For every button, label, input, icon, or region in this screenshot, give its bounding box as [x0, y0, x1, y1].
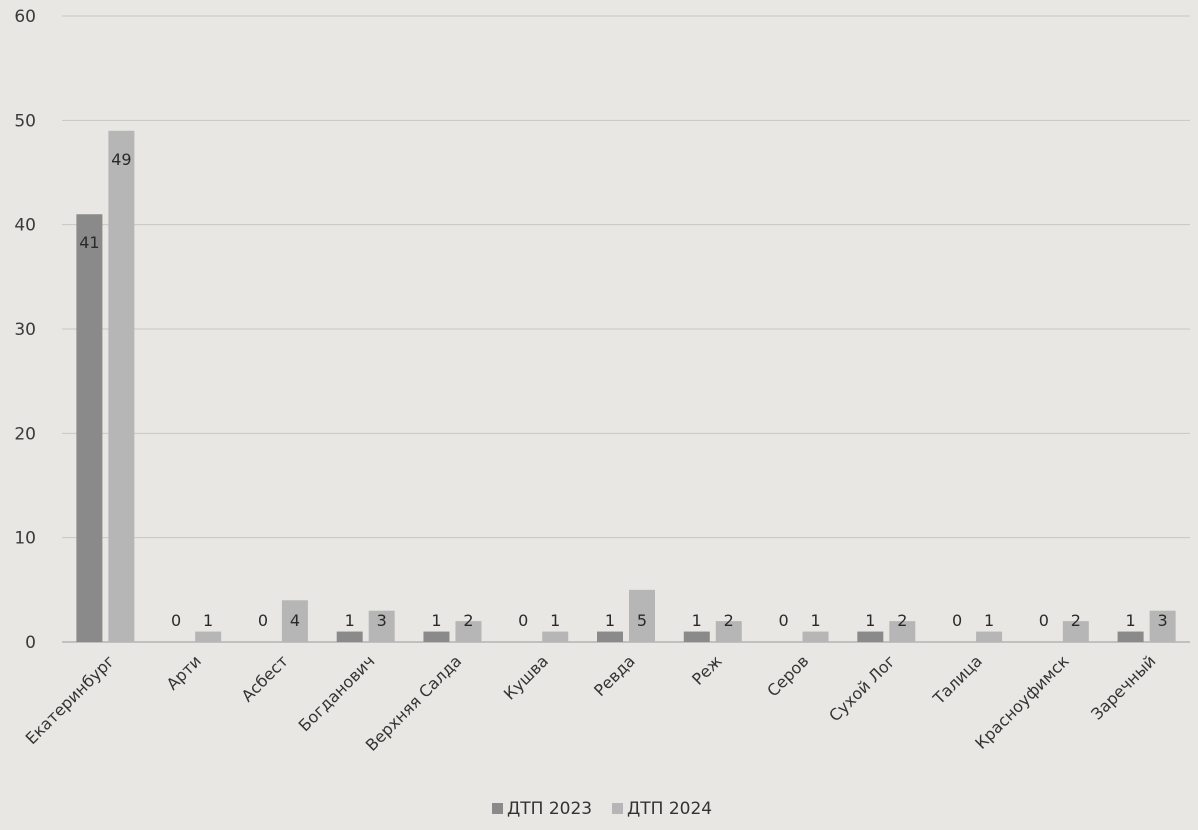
data-label: 1 — [550, 611, 560, 630]
bar — [455, 621, 482, 642]
y-axis-ticks: 0 10 20 30 40 50 60 — [14, 7, 36, 653]
y-tick-label: 60 — [14, 7, 36, 27]
legend-swatch — [612, 803, 623, 814]
y-tick-label: 10 — [14, 529, 36, 549]
bar — [683, 631, 710, 642]
category-label: Асбест — [238, 651, 292, 705]
category-label: Кушва — [500, 651, 552, 703]
data-label: 2 — [463, 611, 473, 630]
bar — [542, 631, 569, 642]
bars — [76, 130, 1176, 642]
category-label: Богданович — [295, 651, 379, 735]
y-tick-label: 30 — [14, 320, 36, 340]
y-tick-label: 0 — [25, 633, 36, 653]
bar — [889, 621, 916, 642]
category-label: Реж — [688, 651, 725, 688]
category-label: Красноуфимск — [971, 651, 1073, 753]
y-tick-label: 40 — [14, 216, 36, 236]
data-label: 3 — [1158, 611, 1168, 630]
legend-label: ДТП 2024 — [627, 799, 712, 819]
x-axis-labels: Екатеринбург Арти Асбест БогдановичВерхняя … — [22, 651, 1160, 755]
data-label: 1 — [865, 611, 875, 630]
bar — [108, 130, 135, 642]
bar — [1062, 621, 1089, 642]
bar — [281, 600, 308, 642]
legend: ДТП 2023 ДТП 2024 — [492, 799, 712, 819]
y-tick-label: 20 — [14, 424, 36, 444]
data-label: 1 — [810, 611, 820, 630]
data-label: 4 — [290, 611, 300, 630]
data-label: 5 — [637, 611, 647, 630]
bar — [76, 214, 103, 642]
bar — [976, 631, 1003, 642]
bar — [802, 631, 829, 642]
bar — [1117, 631, 1144, 642]
bar — [715, 621, 742, 642]
gridlines — [62, 15, 1190, 643]
data-label: 1 — [203, 611, 213, 630]
bar — [857, 631, 884, 642]
bar — [1149, 610, 1176, 642]
data-label: 0 — [952, 611, 962, 630]
data-label: 2 — [897, 611, 907, 630]
data-label: 2 — [724, 611, 734, 630]
data-label: 1 — [431, 611, 441, 630]
data-label: 0 — [518, 611, 528, 630]
data-label: 0 — [1039, 611, 1049, 630]
y-tick-label: 50 — [14, 111, 36, 131]
category-label: Екатеринбург — [22, 651, 119, 748]
bar — [597, 631, 623, 642]
bar — [629, 589, 655, 642]
data-label: 1 — [605, 611, 615, 630]
data-label: 3 — [377, 611, 387, 630]
category-label: Верхняя Салда — [362, 651, 465, 754]
bar — [423, 631, 450, 642]
data-label: 1 — [984, 611, 994, 630]
category-label: Арти — [163, 651, 205, 693]
data-label: 0 — [778, 611, 788, 630]
data-label: 0 — [171, 611, 181, 630]
category-label: Серов — [763, 651, 812, 700]
legend-swatch — [492, 803, 503, 814]
category-label: Заречный — [1087, 651, 1159, 723]
data-label: 0 — [258, 611, 268, 630]
category-label: Сухой Лог — [825, 651, 899, 725]
data-label: 1 — [1126, 611, 1136, 630]
bar — [368, 610, 395, 642]
bar — [336, 631, 363, 642]
category-label: Ревда — [590, 651, 639, 700]
data-label: 2 — [1071, 611, 1081, 630]
data-label: 1 — [692, 611, 702, 630]
bar — [195, 631, 222, 642]
data-label: 41 — [79, 233, 99, 252]
data-label: 49 — [111, 150, 131, 169]
data-label: 1 — [345, 611, 355, 630]
category-label: Талица — [929, 651, 986, 708]
legend-label: ДТП 2023 — [507, 799, 592, 819]
